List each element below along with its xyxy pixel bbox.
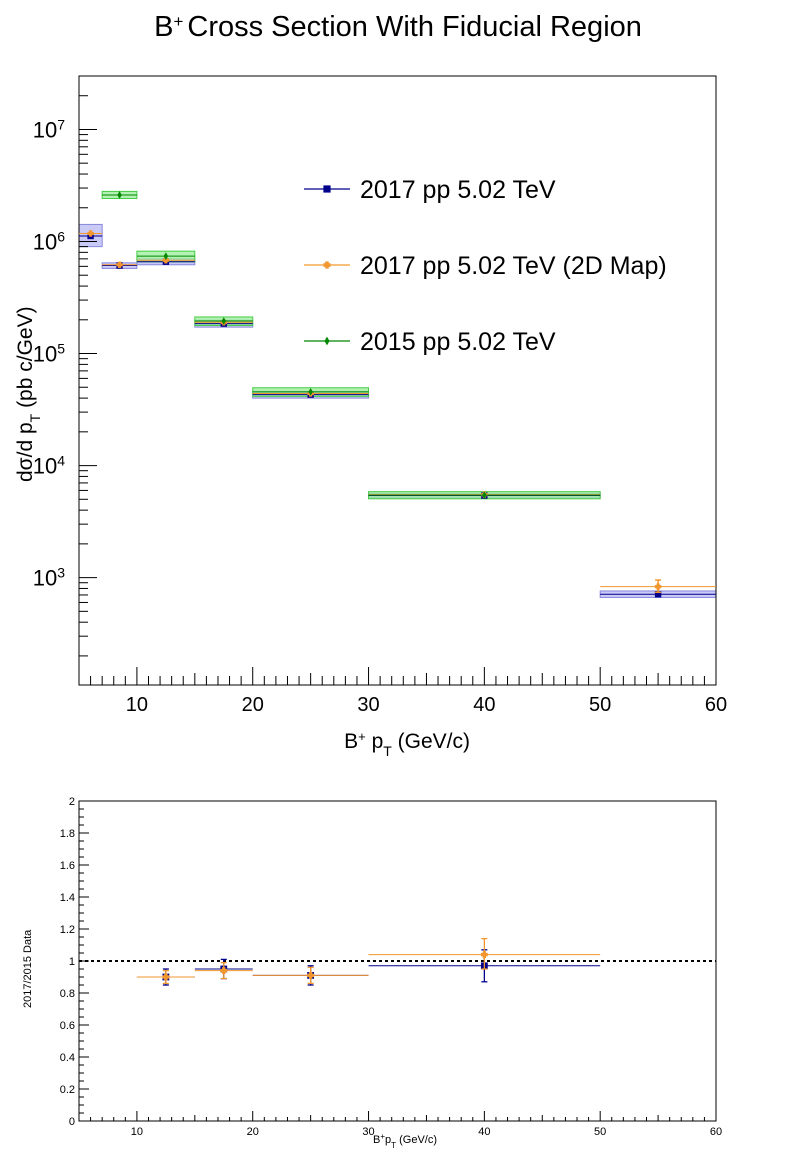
bottom-y-tick-label: 1 [69,956,75,968]
data-point-series-1 [162,257,170,264]
bottom-y-tick-label: 0.8 [60,988,75,1000]
title-sup: + [173,12,183,31]
bottom-y-tick-label: 0.2 [60,1084,75,1096]
top-y-tick-label: 103 [33,565,65,591]
top-x-tick-label: 10 [126,694,148,716]
bottom-x-tick-label: 50 [594,1126,606,1138]
data-point-series-2-shape [221,317,227,325]
legend: 2017 pp 5.02 TeV 2017 pp 5.02 TeV (2D Map… [304,176,667,356]
bottom-y-tick-label: 0.6 [60,1020,75,1032]
data-point-series-1 [654,583,662,590]
data-point-series-1 [87,230,94,237]
tick-base: 10 [33,454,57,479]
bottom-y-tick-label: 1.2 [60,924,75,936]
tick-base: 10 [33,229,57,254]
tick-exp: 5 [57,341,65,357]
bottom-x-tick-label: 20 [247,1126,259,1138]
legend-label-1: 2017 pp 5.02 TeV (2D Map) [360,252,667,280]
legend-label-0: 2017 pp 5.02 TeV [360,176,556,204]
ratio-point-series-1-v [482,951,487,958]
legend-marker-0-shape [323,185,331,193]
bottom-y-tick-label: 1.6 [60,860,75,872]
top-x-axis-label: B+ pT (GeV/c) [344,729,470,760]
data-point-series-2-shape [308,388,313,396]
data-point-series-0 [654,591,662,598]
data-point-series-1 [116,261,123,268]
data-point-series-2-shape [482,491,487,499]
ratio-point-series-1 [307,972,315,979]
top-x-tick-label: 20 [242,694,264,716]
data-point-series-1-v [164,257,168,264]
tick-exp: 4 [57,453,65,469]
data-point-series-1-v [656,583,660,590]
ratio-point-series-1-v [222,967,226,974]
data-point-series-0-shape [654,591,662,598]
ratio-point-series-1 [220,967,228,974]
top-data-points [79,191,716,598]
title-text: Cross Section With Fiducial Region [187,11,642,43]
legend-marker-2 [324,336,330,346]
bottom-x-tick-label: 10 [131,1126,143,1138]
tick-base: 10 [33,342,57,367]
tick-exp: 3 [57,565,65,581]
bottom-y-tick-label: 1.8 [60,828,75,840]
top-x-tick-label: 60 [705,694,727,716]
ratio-panel: 10 20 30 40 50 60 0 0.2 0.4 0.6 0.8 1 1.2 1.4 1.6 1.8 2… [22,796,722,1150]
data-point-series-1-v [117,261,122,268]
data-point-series-2 [308,388,313,396]
ratio-point-series-1-v [164,973,168,981]
data-point-series-2 [163,252,169,260]
bottom-x-tick-label: 40 [478,1126,490,1138]
bottom-y-tick-label: 0.4 [60,1052,75,1064]
ratio-point-series-1-v [308,972,313,979]
data-point-series-2-shape [163,252,169,260]
data-point-series-2 [221,317,227,325]
bottom-y-tick-label: 0 [69,1116,75,1128]
legend-marker-1-v [325,261,329,269]
tick-base: 10 [33,117,57,142]
bottom-y-axis-label: 2017/2015 Data [22,929,34,1008]
tick-base: 10 [33,566,57,591]
top-y-tick-label: 106 [33,228,65,254]
data-point-series-2-shape [117,191,122,199]
data-point-series-1-v [88,230,93,237]
top-y-axis-label: dσ/d pT (pb c/GeV) [14,306,43,482]
top-x-axis: 10 20 30 40 50 60 [78,667,727,716]
tick-exp: 6 [57,228,65,244]
ratio-point-series-1 [162,973,170,981]
ratio-point-series-1 [480,951,488,958]
bottom-x-tick-label: 60 [710,1126,722,1138]
data-point-series-2 [482,491,487,499]
bottom-x-axis: 10 20 30 40 50 60 [78,1111,722,1138]
top-y-tick-label: 105 [33,341,65,367]
top-x-tick-label: 30 [357,694,379,716]
top-y-tick-label: 107 [33,116,65,142]
tick-exp: 7 [57,116,65,132]
top-plot-frame [78,75,717,686]
bottom-x-tick-label: 30 [362,1126,374,1138]
bottom-y-tick-label: 1.4 [60,892,75,904]
legend-marker-2-shape [324,336,330,346]
bottom-x-axis-label: B+pT (GeV/c) [373,1132,437,1150]
top-y-tick-label: 104 [33,453,65,479]
bottom-y-tick-label: 2 [69,796,75,808]
bottom-y-axis: 0 0.2 0.4 0.6 0.8 1 1.2 1.4 1.6 1.8 2 [60,796,89,1128]
data-point-series-2 [117,191,122,199]
bottom-data-points [136,937,601,986]
legend-marker-0 [323,185,331,193]
legend-marker-1 [323,261,331,269]
top-x-tick-label: 40 [473,694,495,716]
top-x-tick-label: 50 [589,694,611,716]
main-title: B+ Cross Section With Fiducial Region [154,11,642,43]
legend-label-2: 2015 pp 5.02 TeV [360,328,556,356]
title-prefix: B [154,11,173,43]
